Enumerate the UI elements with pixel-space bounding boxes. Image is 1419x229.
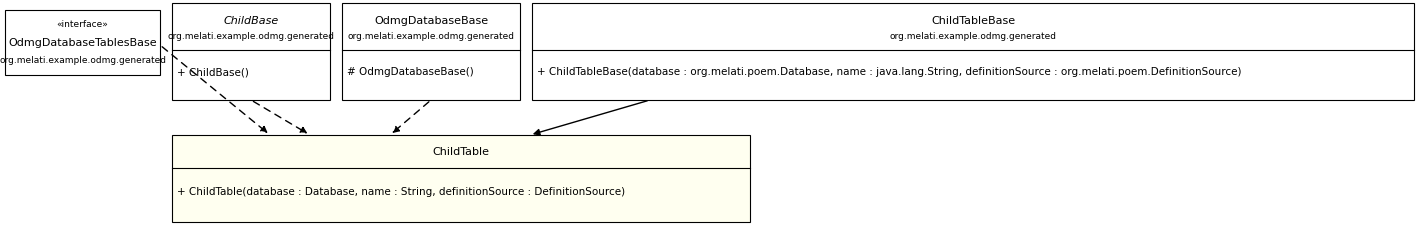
Text: + ChildTableBase(database : org.melati.poem.Database, name : java.lang.String, d: + ChildTableBase(database : org.melati.p…: [536, 67, 1242, 77]
Text: org.melati.example.odmg.generated: org.melati.example.odmg.generated: [0, 56, 166, 65]
Text: + ChildBase(): + ChildBase(): [177, 67, 248, 77]
Text: «interface»: «interface»: [57, 20, 108, 29]
Text: org.melati.example.odmg.generated: org.melati.example.odmg.generated: [167, 32, 335, 41]
Bar: [6, 10, 160, 75]
Text: org.melati.example.odmg.generated: org.melati.example.odmg.generated: [890, 32, 1057, 41]
Bar: [342, 3, 519, 100]
Text: ChildBase: ChildBase: [223, 16, 278, 26]
Text: OdmgDatabaseTablesBase: OdmgDatabaseTablesBase: [9, 38, 158, 47]
Text: org.melati.example.odmg.generated: org.melati.example.odmg.generated: [348, 32, 515, 41]
Bar: [172, 135, 751, 222]
Text: + ChildTable(database : Database, name : String, definitionSource : DefinitionSo: + ChildTable(database : Database, name :…: [177, 187, 626, 197]
Text: ChildTableBase: ChildTableBase: [931, 16, 1015, 26]
Text: OdmgDatabaseBase: OdmgDatabaseBase: [375, 16, 488, 26]
Bar: [172, 3, 331, 100]
Text: ChildTable: ChildTable: [433, 147, 490, 157]
Bar: [532, 3, 1413, 100]
Text: # OdmgDatabaseBase(): # OdmgDatabaseBase(): [348, 67, 474, 77]
